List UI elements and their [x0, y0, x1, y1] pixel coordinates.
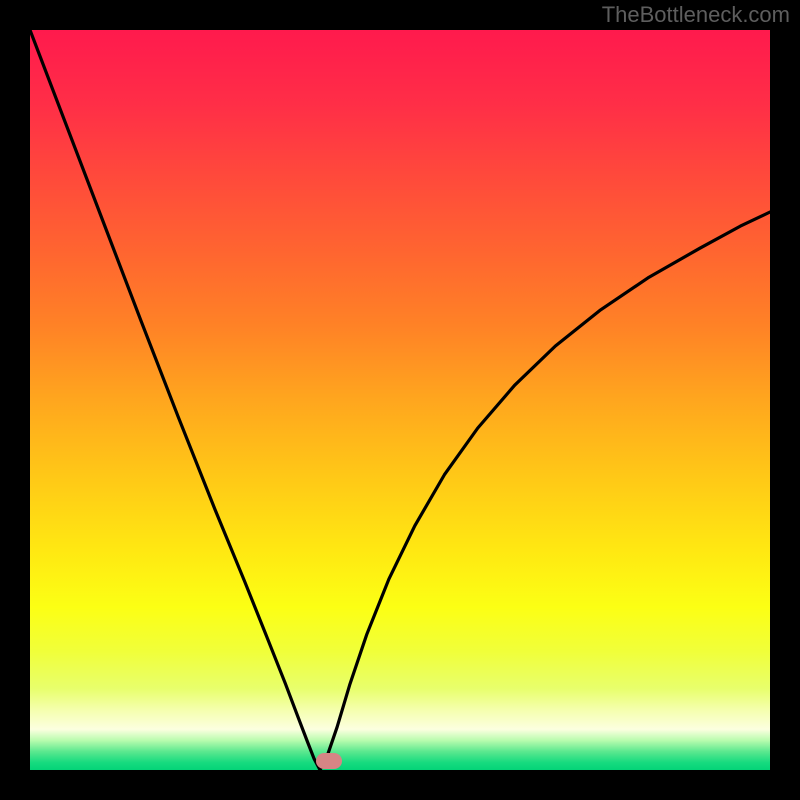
vertex-marker: [316, 753, 342, 769]
plot-area: [30, 30, 770, 770]
watermark-text: TheBottleneck.com: [602, 2, 790, 28]
bottleneck-curve: [30, 30, 770, 770]
